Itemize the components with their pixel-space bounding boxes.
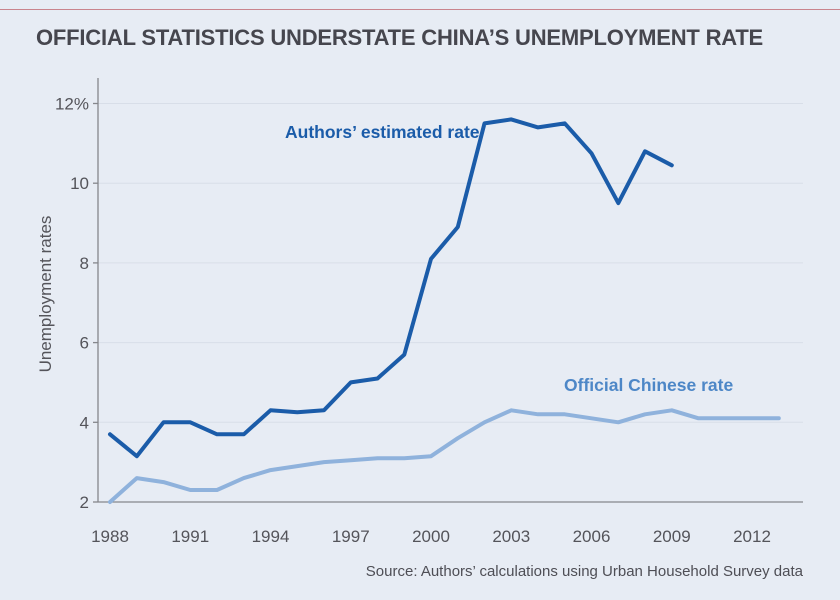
- x-tick-label: 1997: [332, 527, 370, 546]
- x-tick-label: 1988: [91, 527, 129, 546]
- source-note: Source: Authors’ calculations using Urba…: [365, 563, 803, 580]
- x-tick-label: 1994: [252, 527, 290, 546]
- y-tick-label: 2: [80, 493, 89, 512]
- series-line-official-chinese: [108, 408, 781, 504]
- page-title: OFFICIAL STATISTICS UNDERSTATE CHINA’S U…: [36, 25, 764, 50]
- y-tick-label: 12%: [55, 95, 89, 114]
- x-tick-label: 2009: [653, 527, 691, 546]
- y-tick-label: 8: [80, 254, 89, 273]
- series-line-authors-estimated: [108, 117, 674, 459]
- x-tick-label: 2003: [492, 527, 530, 546]
- x-tick-label: 2012: [733, 527, 771, 546]
- x-tick-label: 1991: [171, 527, 209, 546]
- series-label-authors-estimated: Authors’ estimated rate: [285, 122, 480, 142]
- y-tick-label: 10: [70, 174, 89, 193]
- series-label-official-chinese: Official Chinese rate: [564, 375, 734, 395]
- y-axis-title: Unemployment rates: [36, 215, 55, 373]
- y-tick-label: 6: [80, 334, 89, 353]
- x-tick-label: 2006: [573, 527, 611, 546]
- x-tick-label: 2000: [412, 527, 450, 546]
- y-tick-label: 4: [80, 413, 89, 432]
- top-rule: [0, 9, 840, 10]
